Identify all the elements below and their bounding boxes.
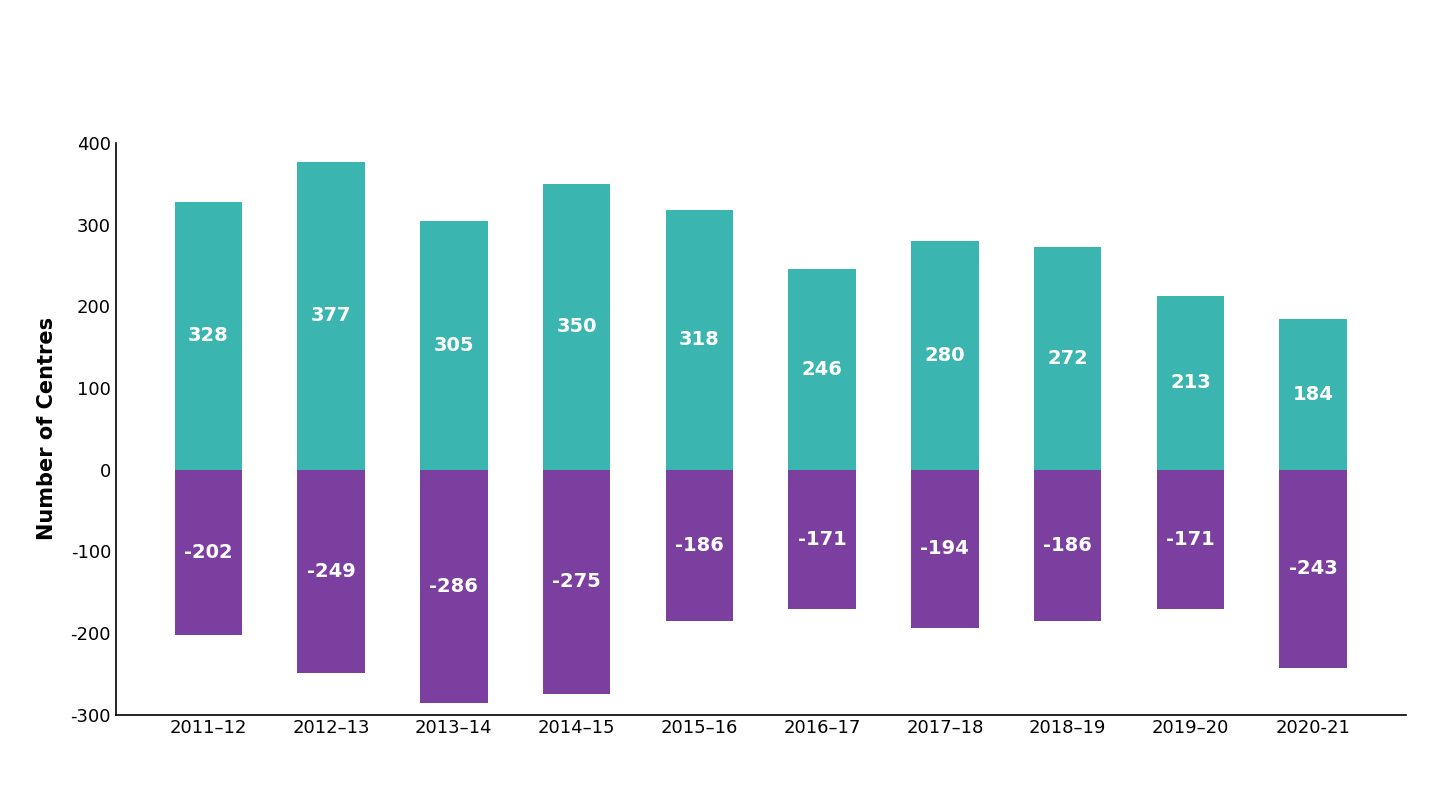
Text: 318: 318 <box>680 330 720 349</box>
Bar <box>665 469 733 622</box>
Text: -171: -171 <box>798 530 846 549</box>
Bar <box>420 221 487 469</box>
Bar <box>174 202 242 469</box>
Y-axis label: Number of Centres: Number of Centres <box>36 317 57 541</box>
Bar <box>665 210 733 469</box>
Text: 280: 280 <box>924 345 965 364</box>
Bar <box>543 183 610 469</box>
Text: 213: 213 <box>1169 373 1211 392</box>
Text: 377: 377 <box>310 306 351 326</box>
Text: 350: 350 <box>556 317 597 336</box>
Bar <box>911 469 978 628</box>
Text: -243: -243 <box>1288 559 1337 578</box>
Text: -186: -186 <box>1043 536 1093 555</box>
Text: -275: -275 <box>552 572 601 592</box>
Legend: Number of Centres Opened, Number of Centres Closed: Number of Centres Opened, Number of Cent… <box>456 0 1065 6</box>
Bar <box>1035 469 1101 622</box>
Text: -286: -286 <box>429 577 478 596</box>
Bar <box>788 469 856 609</box>
Text: -202: -202 <box>184 542 233 561</box>
Bar <box>1035 248 1101 469</box>
Bar <box>297 162 365 469</box>
Bar <box>911 241 978 469</box>
Bar <box>1156 295 1224 469</box>
Text: 328: 328 <box>188 326 229 345</box>
Bar <box>543 469 610 694</box>
Text: 305: 305 <box>433 336 474 355</box>
Bar <box>1279 469 1348 668</box>
Bar <box>788 268 856 469</box>
Text: -186: -186 <box>675 536 724 555</box>
Text: 184: 184 <box>1293 385 1333 404</box>
Text: -194: -194 <box>920 539 969 558</box>
Bar <box>174 469 242 634</box>
Bar <box>420 469 487 703</box>
Bar <box>1156 469 1224 609</box>
Text: -249: -249 <box>307 562 355 580</box>
Bar <box>1279 319 1348 469</box>
Text: -171: -171 <box>1166 530 1214 549</box>
Text: 272: 272 <box>1048 349 1088 368</box>
Text: 246: 246 <box>801 360 842 379</box>
Bar <box>297 469 365 673</box>
